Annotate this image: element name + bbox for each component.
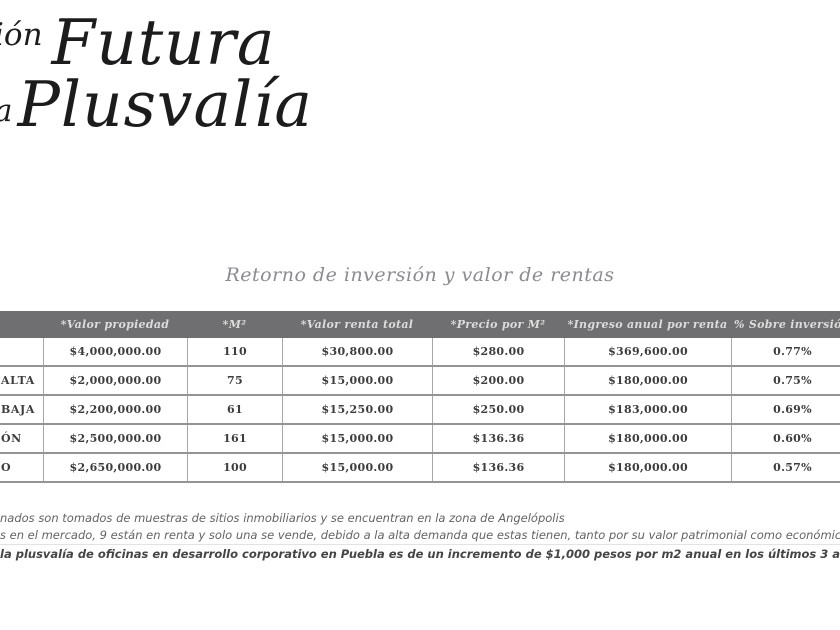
cell-m2: 100 xyxy=(187,454,282,481)
page-title-line-2: a Plusvalía xyxy=(0,68,313,141)
header-cell-label xyxy=(0,311,43,338)
cell-m2: 110 xyxy=(187,338,282,365)
table-body: $4,000,000.00 110 $30,800.00 $280.00 $36… xyxy=(0,338,840,483)
title-word-futura: Futura xyxy=(51,6,276,79)
cell-m2: 61 xyxy=(187,396,282,423)
title-fragment-2: a xyxy=(0,70,12,127)
cell-m2: 161 xyxy=(187,425,282,452)
cell-ingreso-anual: $369,600.00 xyxy=(564,338,731,365)
cell-valor-renta-total: $15,000.00 xyxy=(282,367,432,394)
header-cell-precio-por-m2: *Precio por M² xyxy=(450,318,546,331)
cell-valor-renta-total: $15,000.00 xyxy=(282,425,432,452)
cell-valor-propiedad: $2,500,000.00 xyxy=(43,425,187,452)
cell-precio-por-m2: $250.00 xyxy=(432,396,564,423)
cell-ingreso-anual: $183,000.00 xyxy=(564,396,731,423)
cell-sobre-inversion: 0.77% xyxy=(731,338,840,365)
header-cell-ingreso-anual: *Ingreso anual por renta xyxy=(567,318,728,331)
cell-sobre-inversion: 0.60% xyxy=(731,425,840,452)
cell-valor-renta-total: $15,250.00 xyxy=(282,396,432,423)
row-label xyxy=(0,338,43,365)
cell-ingreso-anual: $180,000.00 xyxy=(564,367,731,394)
header-cell-valor-renta-total: *Valor renta total xyxy=(300,318,414,331)
cell-precio-por-m2: $136.36 xyxy=(432,425,564,452)
cell-m2: 75 xyxy=(187,367,282,394)
returns-table: *Valor propiedad *M² *Valor renta total … xyxy=(0,311,840,483)
page-title-line-1: ión Futura xyxy=(0,6,276,79)
footnote-line-2: s en el mercado, 9 están en renta y solo… xyxy=(0,528,840,542)
table-row: $4,000,000.00 110 $30,800.00 $280.00 $36… xyxy=(0,338,840,365)
header-cell-sobre-inversion: % Sobre inversión xyxy=(733,318,840,331)
row-label: O xyxy=(1,461,12,474)
cell-ingreso-anual: $180,000.00 xyxy=(564,454,731,481)
cell-sobre-inversion: 0.57% xyxy=(731,454,840,481)
table-row: O $2,650,000.00 100 $15,000.00 $136.36 $… xyxy=(0,452,840,481)
cell-sobre-inversion: 0.75% xyxy=(731,367,840,394)
footnote-line-3: la plusvalía de oficinas en desarrollo c… xyxy=(0,547,840,561)
row-label: ÓN xyxy=(1,432,22,445)
header-cell-valor-propiedad: *Valor propiedad xyxy=(60,318,170,331)
footnote-line-1: nados son tomados de muestras de sitios … xyxy=(0,511,565,525)
cell-precio-por-m2: $136.36 xyxy=(432,454,564,481)
cell-valor-renta-total: $15,000.00 xyxy=(282,454,432,481)
header-cell-m2: *M² xyxy=(222,318,247,331)
title-word-plusvalia: Plusvalía xyxy=(17,68,313,141)
cell-sobre-inversion: 0.69% xyxy=(731,396,840,423)
cell-valor-propiedad: $2,000,000.00 xyxy=(43,367,187,394)
cell-precio-por-m2: $280.00 xyxy=(432,338,564,365)
footnote-divider xyxy=(0,544,840,545)
title-fragment-1: ión xyxy=(0,17,43,53)
cell-valor-propiedad: $4,000,000.00 xyxy=(43,338,187,365)
cell-ingreso-anual: $180,000.00 xyxy=(564,425,731,452)
table-row: ALTA $2,000,000.00 75 $15,000.00 $200.00… xyxy=(0,365,840,394)
cell-valor-propiedad: $2,650,000.00 xyxy=(43,454,187,481)
row-label: BAJA xyxy=(1,403,35,416)
cell-valor-propiedad: $2,200,000.00 xyxy=(43,396,187,423)
table-header-row: *Valor propiedad *M² *Valor renta total … xyxy=(0,311,840,338)
cell-valor-renta-total: $30,800.00 xyxy=(282,338,432,365)
table-subtitle: Retorno de inversión y valor de rentas xyxy=(225,264,615,286)
cell-precio-por-m2: $200.00 xyxy=(432,367,564,394)
table-row: BAJA $2,200,000.00 61 $15,250.00 $250.00… xyxy=(0,394,840,423)
table-row: ÓN $2,500,000.00 161 $15,000.00 $136.36 … xyxy=(0,423,840,452)
row-label: ALTA xyxy=(1,374,35,387)
